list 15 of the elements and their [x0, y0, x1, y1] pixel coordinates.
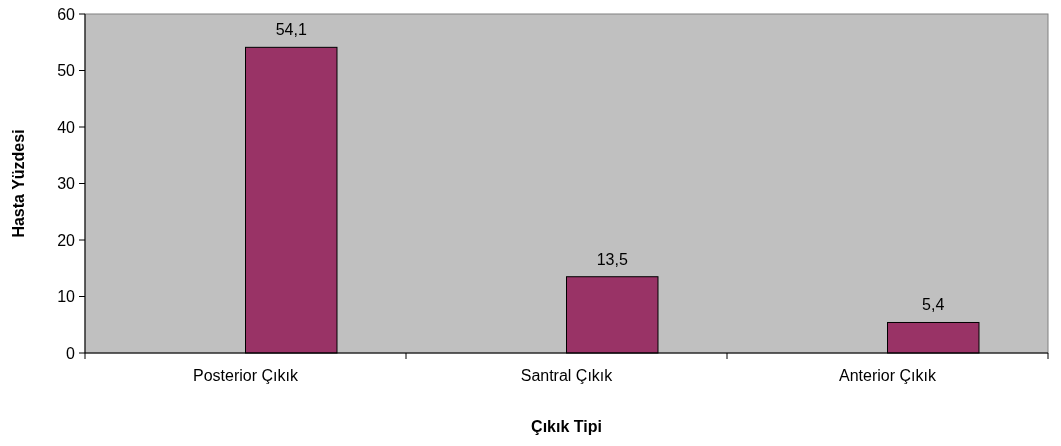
- y-tick-label: 50: [57, 62, 76, 80]
- y-tick-label: 20: [57, 231, 76, 249]
- y-tick-label: 40: [57, 118, 76, 136]
- y-axis-title: Hasta Yüzdesi: [10, 129, 27, 238]
- y-tick-label: 60: [57, 5, 76, 23]
- x-tick-label: Posterior Çıkık: [193, 367, 299, 384]
- data-label: 13,5: [596, 250, 628, 268]
- y-tick-label: 0: [66, 344, 76, 362]
- x-tick-label: Anterior Çıkık: [839, 367, 937, 384]
- y-tick-label: 10: [57, 288, 76, 306]
- x-axis-title: Çıkık Tipi: [531, 418, 602, 435]
- data-label: 54,1: [275, 21, 307, 39]
- data-label: 5,4: [922, 296, 945, 314]
- x-tick-label: Santral Çıkık: [520, 367, 614, 384]
- y-tick-label: 30: [57, 175, 76, 193]
